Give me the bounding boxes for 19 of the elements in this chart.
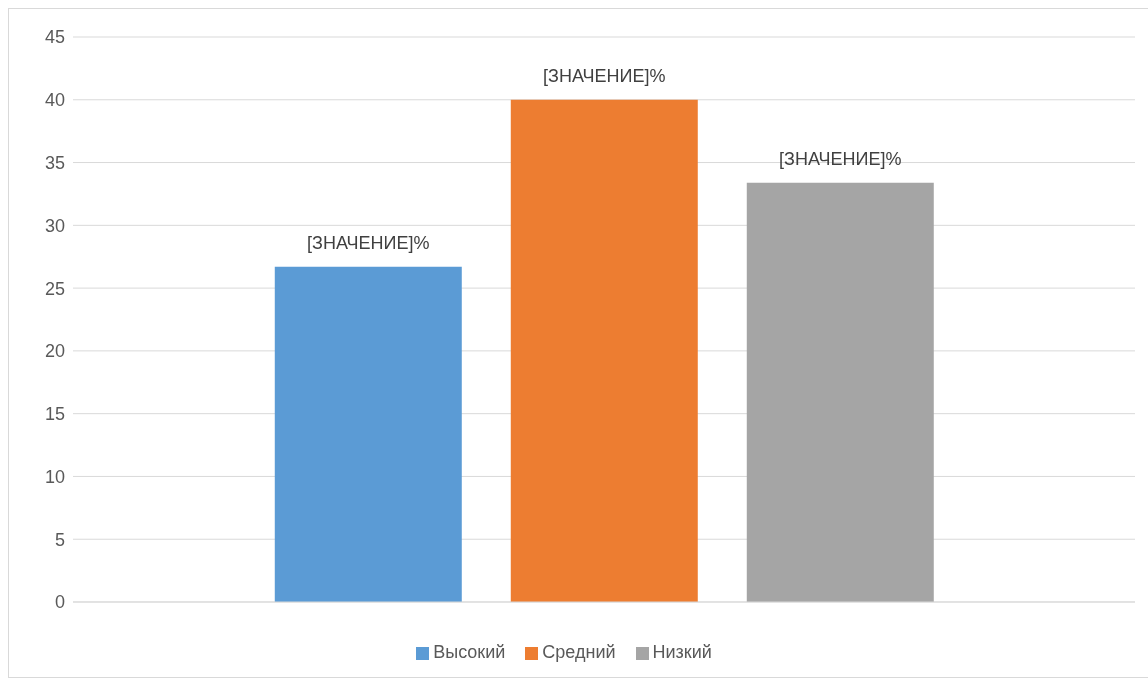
bar <box>746 182 934 602</box>
bar <box>510 99 698 602</box>
legend-label: Высокий <box>433 642 506 662</box>
y-tick-label: 10 <box>44 466 65 487</box>
legend-label: Низкий <box>652 642 712 662</box>
y-tick-label: 35 <box>44 152 65 173</box>
y-tick-label: 25 <box>44 278 65 299</box>
y-tick-label: 0 <box>54 592 65 613</box>
bar <box>274 266 462 602</box>
data-label: [ЗНАЧЕНИЕ]% <box>779 148 902 169</box>
y-tick-label: 45 <box>44 27 65 48</box>
data-label: [ЗНАЧЕНИЕ]% <box>543 65 666 86</box>
y-tick-label: 40 <box>44 90 65 111</box>
y-tick-label: 30 <box>44 215 65 236</box>
legend-label: Средний <box>542 642 616 662</box>
y-tick-label: 20 <box>44 341 65 362</box>
y-tick-label: 15 <box>44 404 65 425</box>
data-label: [ЗНАЧЕНИЕ]% <box>307 232 430 253</box>
y-tick-label: 5 <box>54 529 65 550</box>
